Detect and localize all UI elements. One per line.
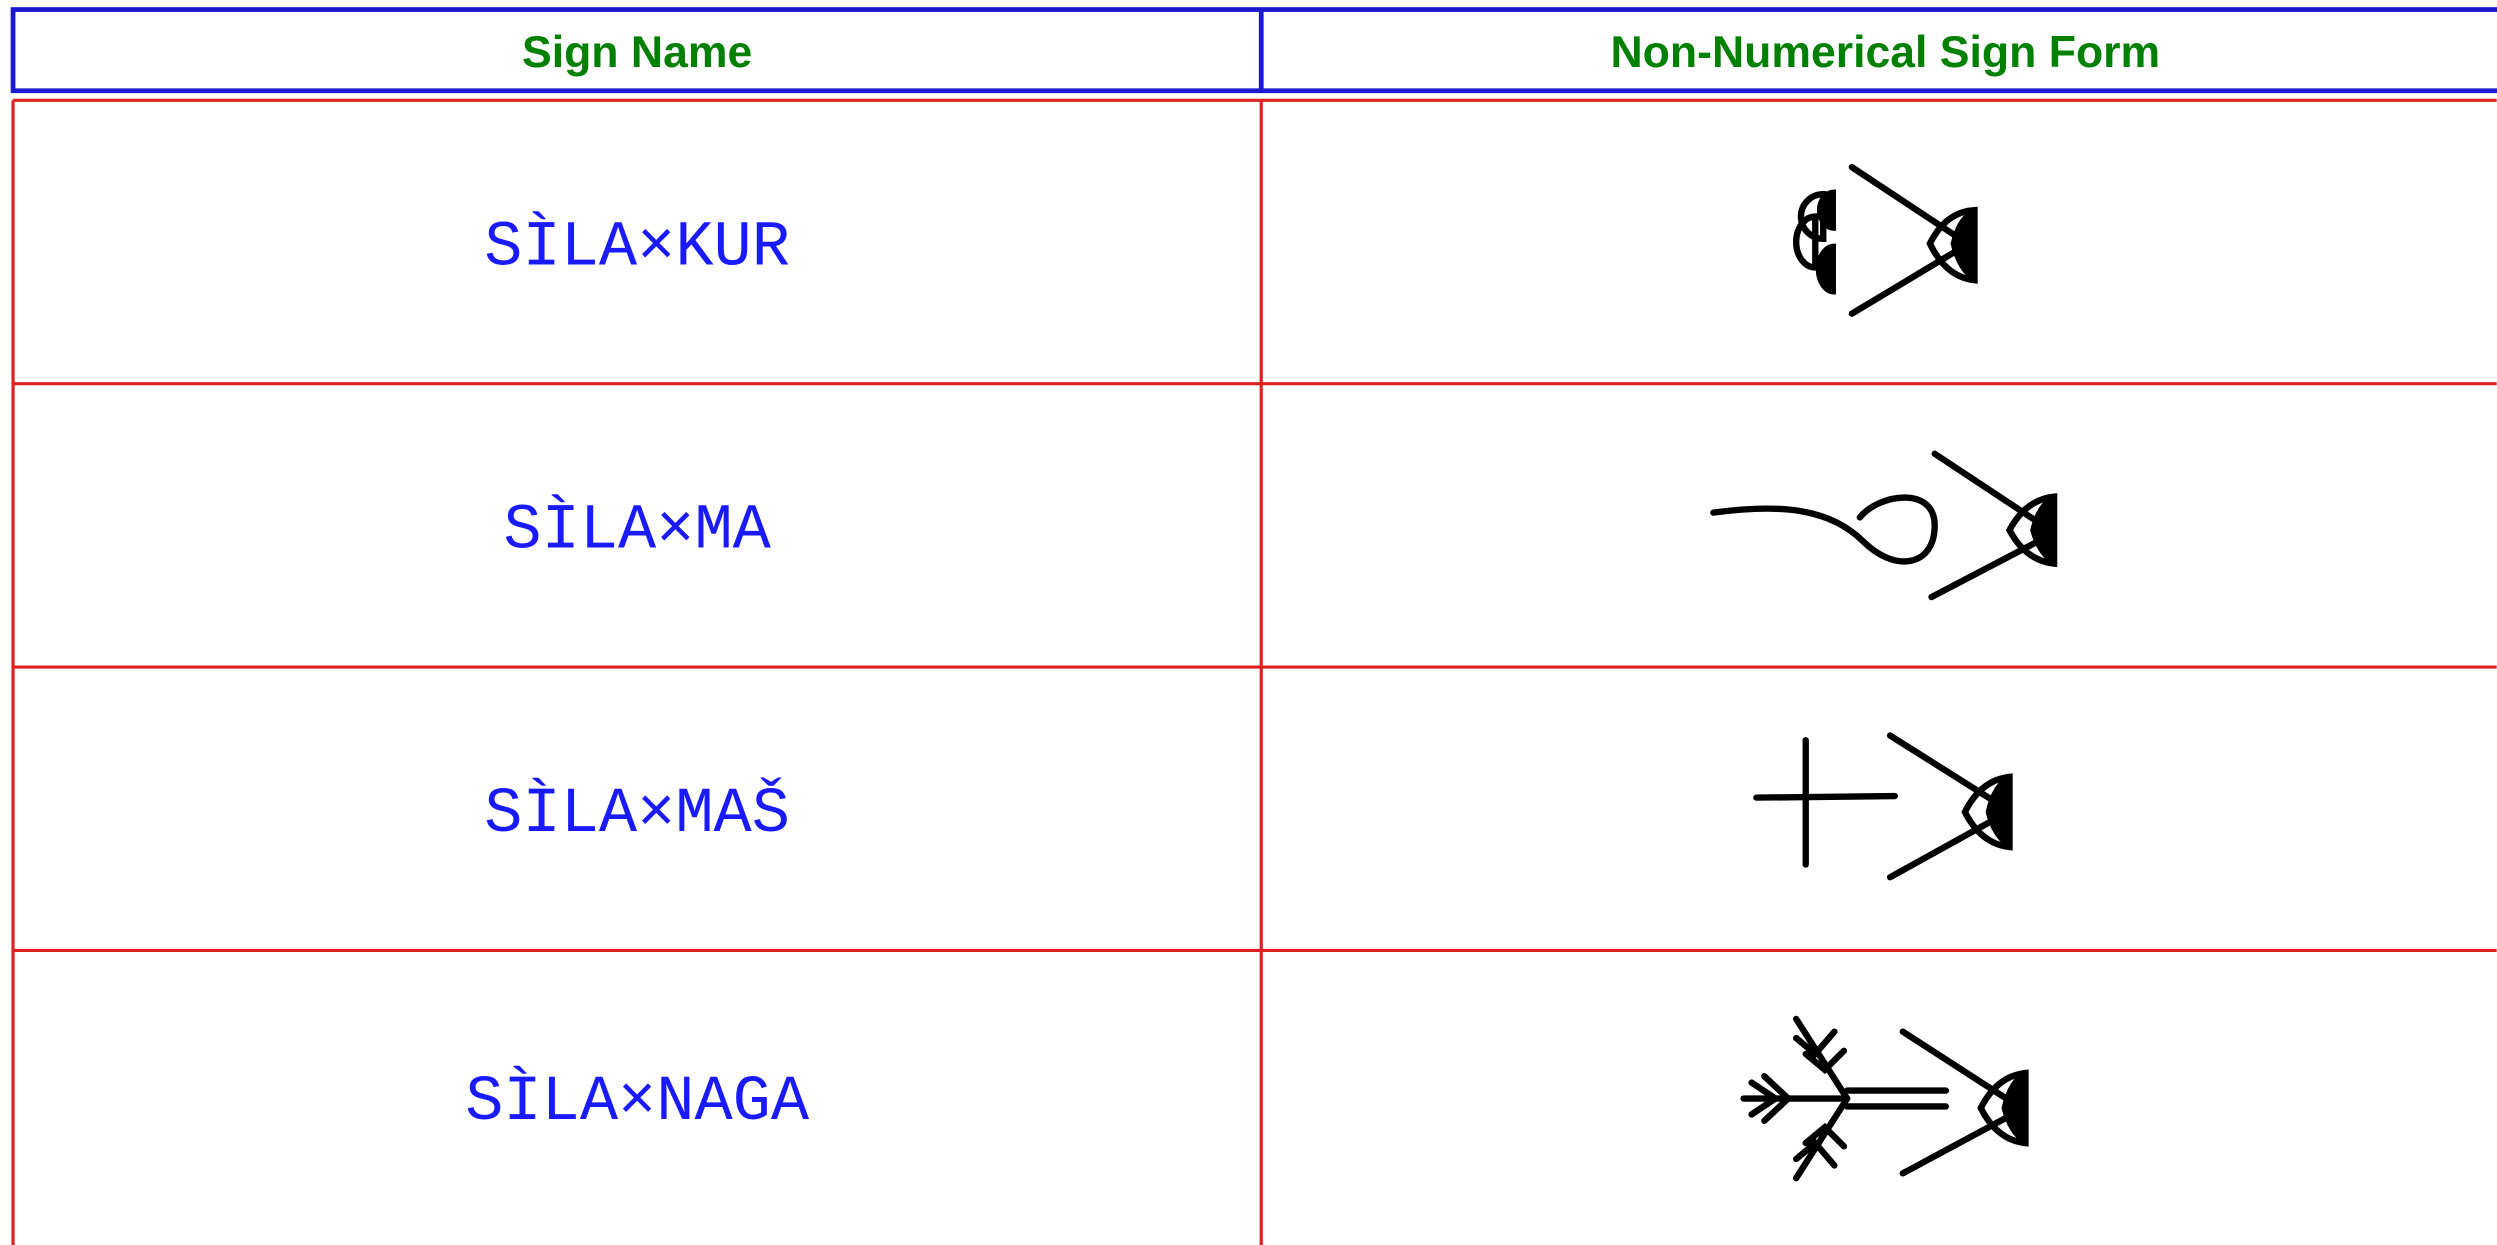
sign-name: SÌLA×NAGA xyxy=(465,1066,810,1139)
column-header: Sign Name xyxy=(522,28,752,77)
sign-name: SÌLA×MAŠ xyxy=(484,778,790,851)
sign-name: SÌLA×MA xyxy=(503,495,771,568)
sign-glyph xyxy=(1753,732,2013,881)
sign-glyph xyxy=(1710,450,2058,601)
sign-name: SÌLA×KUR xyxy=(484,211,790,284)
sign-glyph xyxy=(1792,163,1978,317)
sign-glyph xyxy=(1740,1015,2029,1182)
body-grid xyxy=(11,98,2497,1245)
column-header: Non-Numerical Sign Form xyxy=(1611,28,2161,77)
header-border xyxy=(10,7,2497,94)
